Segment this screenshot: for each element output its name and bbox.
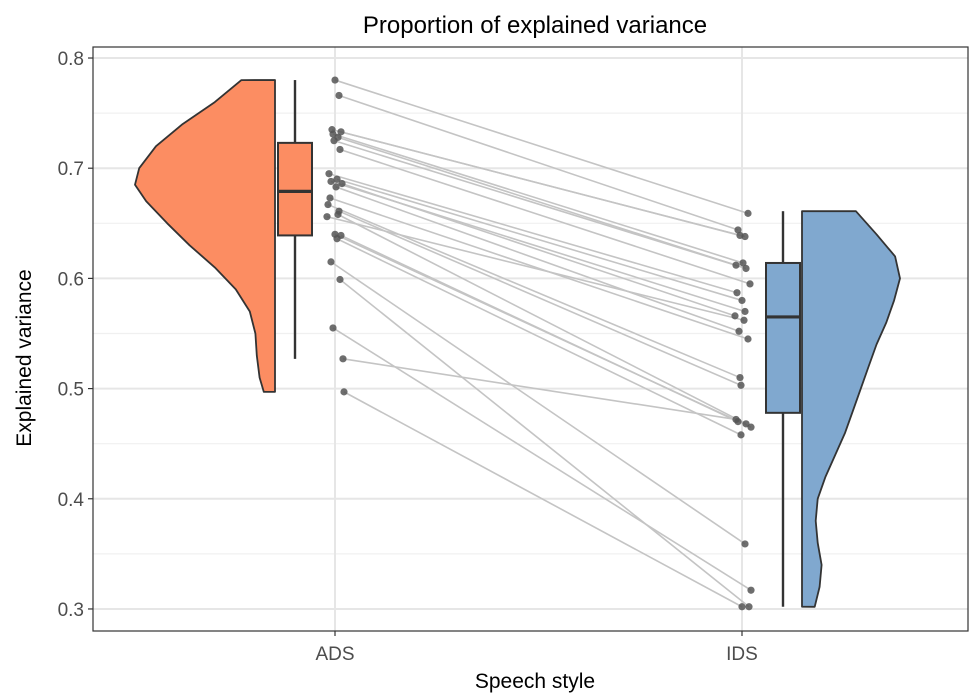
plot-panel-border bbox=[92, 46, 969, 632]
point-ids bbox=[744, 335, 752, 343]
pair-line bbox=[339, 148, 751, 285]
pair-line bbox=[340, 131, 741, 237]
paired-lines bbox=[326, 79, 752, 608]
point-ads bbox=[331, 76, 339, 84]
density-clouds bbox=[134, 79, 901, 608]
point-ads bbox=[324, 200, 332, 209]
point-ads bbox=[337, 128, 345, 136]
point-ads bbox=[339, 355, 347, 363]
point-ids bbox=[742, 264, 750, 273]
boxplots bbox=[277, 80, 801, 607]
point-ads bbox=[330, 137, 338, 145]
pair-line bbox=[337, 136, 737, 266]
point-ads bbox=[334, 210, 342, 219]
point-ads bbox=[327, 258, 335, 266]
pair-line bbox=[339, 278, 750, 608]
density-ids bbox=[801, 210, 901, 608]
pair-line bbox=[329, 197, 749, 340]
point-ids bbox=[746, 280, 754, 288]
pair-line bbox=[341, 182, 736, 317]
density-ads bbox=[134, 79, 276, 393]
pair-line bbox=[328, 172, 738, 294]
point-ads bbox=[332, 183, 340, 191]
pair-line bbox=[338, 210, 742, 387]
pair-line bbox=[343, 391, 743, 608]
point-ids bbox=[745, 603, 753, 611]
pair-line bbox=[326, 215, 745, 322]
point-ads bbox=[333, 235, 341, 243]
point-ads bbox=[326, 194, 334, 202]
y-tick-label: 0.4 bbox=[58, 490, 85, 511]
point-ads bbox=[338, 180, 346, 188]
pair-line bbox=[332, 327, 752, 591]
pair-line bbox=[330, 261, 746, 545]
y-tick-label: 0.7 bbox=[58, 159, 84, 180]
data-points bbox=[323, 76, 755, 611]
pair-line bbox=[338, 94, 739, 231]
point-ids bbox=[741, 307, 749, 316]
point-ids bbox=[732, 415, 740, 424]
point-ids bbox=[736, 231, 744, 240]
pair-line bbox=[340, 234, 739, 423]
box-ads bbox=[277, 141, 313, 237]
point-ids bbox=[740, 316, 748, 324]
point-ads bbox=[327, 177, 335, 186]
point-ads bbox=[335, 91, 343, 100]
point-ids bbox=[738, 296, 746, 305]
pair-line bbox=[335, 186, 740, 333]
box-ids bbox=[765, 261, 801, 414]
pair-line bbox=[337, 213, 747, 425]
pair-line bbox=[336, 178, 743, 302]
point-ads bbox=[325, 170, 333, 178]
point-ads bbox=[340, 388, 348, 396]
point-ids bbox=[734, 226, 742, 234]
y-tick-label: 0.6 bbox=[58, 269, 84, 290]
point-ads bbox=[336, 145, 344, 154]
point-ads bbox=[333, 175, 341, 183]
point-ids bbox=[739, 259, 747, 267]
point-ads bbox=[329, 324, 337, 332]
point-ids bbox=[747, 423, 755, 431]
y-tick-label: 0.5 bbox=[58, 380, 84, 401]
point-ads bbox=[323, 213, 331, 221]
point-ids bbox=[732, 261, 740, 269]
pair-line bbox=[342, 358, 737, 421]
point-ads bbox=[336, 275, 344, 284]
point-ids bbox=[738, 603, 746, 611]
chart-title: Proportion of explained variance bbox=[363, 12, 707, 39]
point-ids bbox=[741, 540, 749, 548]
point-ids bbox=[737, 431, 745, 439]
pair-line bbox=[332, 133, 744, 264]
point-ids bbox=[736, 373, 744, 382]
point-ids bbox=[737, 381, 745, 389]
axes: 0.3 0.4 0.5 0.6 0.7 0.8 ADS IDS bbox=[58, 49, 758, 665]
y-tick-label: 0.8 bbox=[58, 49, 84, 70]
pair-line bbox=[333, 139, 747, 270]
pair-line bbox=[336, 238, 742, 436]
y-axis-title: Explained variance bbox=[13, 269, 36, 446]
y-tick-label: 0.3 bbox=[58, 600, 84, 621]
point-ids bbox=[735, 327, 743, 335]
x-tick-label: ADS bbox=[315, 644, 354, 665]
x-tick-label: IDS bbox=[726, 644, 758, 665]
point-ids bbox=[747, 586, 755, 594]
pair-line bbox=[334, 79, 749, 215]
x-axis-title: Speech style bbox=[475, 670, 595, 693]
point-ids bbox=[731, 312, 739, 320]
point-ids bbox=[744, 209, 752, 217]
point-ids bbox=[733, 289, 741, 297]
